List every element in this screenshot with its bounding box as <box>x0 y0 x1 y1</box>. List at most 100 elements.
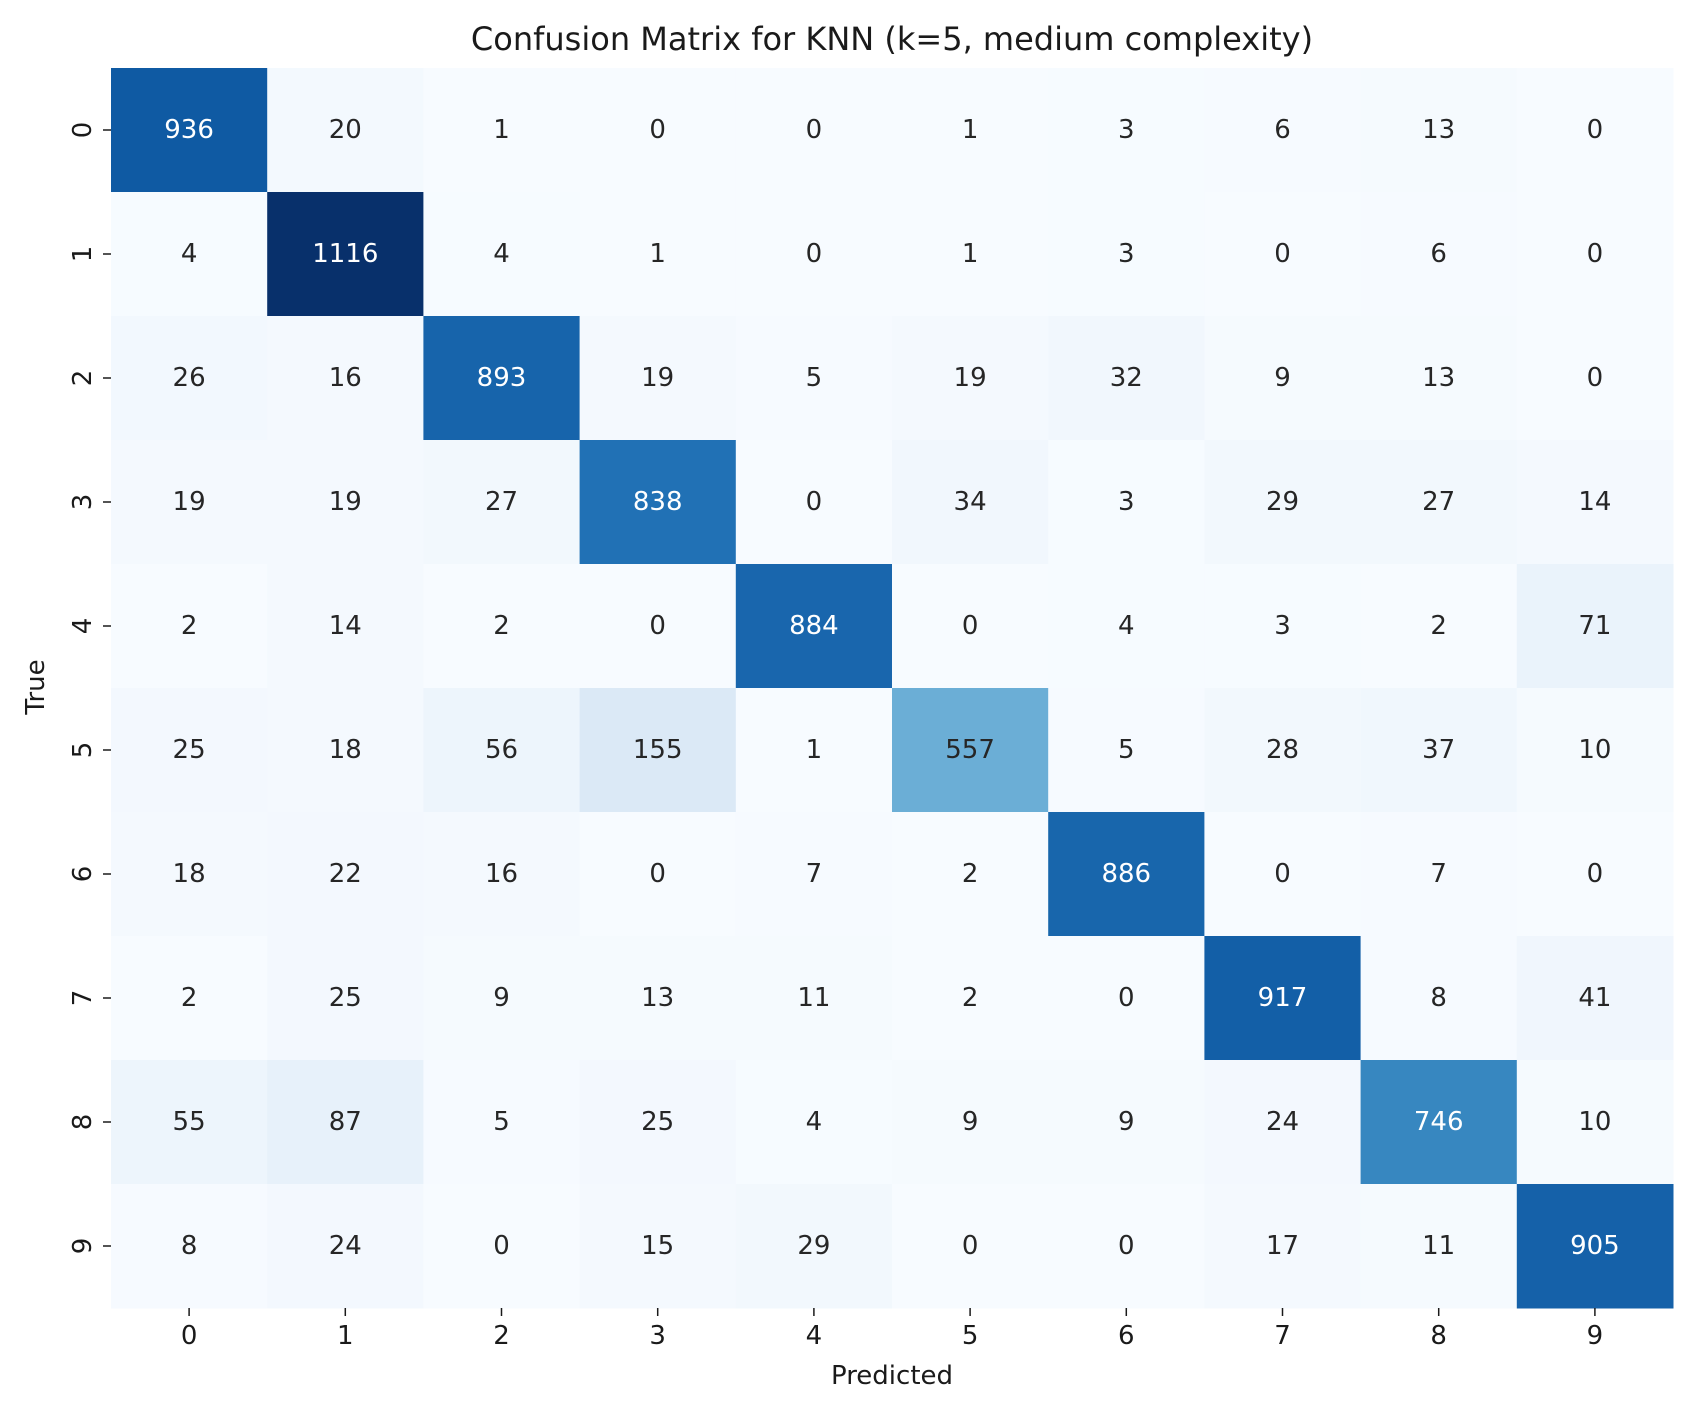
heatmap-cell-r4-c0 <box>111 564 268 689</box>
x-tick-label: 3 <box>649 1321 666 1351</box>
cell-value-label-r3-c3: 838 <box>633 487 683 517</box>
cell-value-label-r1-c3: 1 <box>649 239 666 269</box>
cell-value-label-r4-c1: 14 <box>329 611 362 641</box>
heatmap-cell-r9-c3 <box>579 1184 737 1309</box>
cell-value-label-r3-c6: 3 <box>1118 487 1135 517</box>
heatmap-cell-r1-c7 <box>1204 192 1362 317</box>
cell-value-label-r9-c6: 0 <box>1118 1231 1135 1261</box>
heatmap-cell-r6-c7 <box>1204 812 1362 937</box>
cell-value-label-r6-c4: 7 <box>806 859 823 889</box>
cell-value-label-r4-c8: 2 <box>1430 611 1447 641</box>
cell-value-label-r6-c7: 0 <box>1274 859 1291 889</box>
y-axis-label: True <box>21 659 51 715</box>
cell-value-label-r4-c4: 884 <box>789 611 839 641</box>
cell-value-label-r0-c5: 1 <box>962 115 979 145</box>
cell-value-label-r1-c9: 0 <box>1587 239 1604 269</box>
cell-value-label-r1-c0: 4 <box>181 239 198 269</box>
heatmap-cell-r9-c5 <box>892 1184 1049 1309</box>
heatmap-cell-r7-c7 <box>1204 936 1362 1061</box>
heatmap-cell-r9-c7 <box>1204 1184 1362 1309</box>
heatmap-cell-r8-c0 <box>111 1060 268 1185</box>
heatmap-cell-r5-c4 <box>735 688 893 813</box>
heatmap-cell-r5-c6 <box>1048 688 1205 813</box>
cell-value-label-r8-c8: 746 <box>1414 1107 1464 1137</box>
heatmap-cell-r6-c2 <box>423 812 581 937</box>
cell-value-label-r7-c2: 9 <box>493 983 510 1013</box>
heatmap-cell-r6-c6 <box>1048 812 1205 937</box>
cell-value-label-r2-c6: 32 <box>1110 363 1143 393</box>
cell-value-label-r0-c0: 936 <box>164 115 214 145</box>
cell-value-label-r0-c7: 6 <box>1274 115 1291 145</box>
cell-value-label-r1-c4: 0 <box>806 239 823 269</box>
cell-value-label-r5-c4: 1 <box>806 735 823 765</box>
cell-value-label-r9-c5: 0 <box>962 1231 979 1261</box>
heatmap-cell-r8-c7 <box>1204 1060 1362 1185</box>
cell-value-label-r6-c2: 16 <box>485 859 518 889</box>
cell-value-label-r4-c6: 4 <box>1118 611 1135 641</box>
heatmap-cell-labels: 936 20 1 0 0 1 3 6 13 04 1116 4 1 0 1 3 0 6 026 16 893 19 5 19 3… <box>164 115 1619 1261</box>
y-tick-label: 0 <box>68 122 98 139</box>
heatmap-cell-r3-c5 <box>892 440 1049 565</box>
heatmap-cell-r1-c2 <box>423 192 581 317</box>
cell-value-label-r7-c9: 41 <box>1578 983 1611 1013</box>
heatmap-cell-r3-c6 <box>1048 440 1205 565</box>
cell-value-label-r5-c7: 28 <box>1266 735 1299 765</box>
heatmap-cell-r3-c3 <box>579 440 737 565</box>
heatmap-cell-r1-c5 <box>892 192 1049 317</box>
cell-value-label-r3-c0: 19 <box>173 487 206 517</box>
heatmap-cell-r8-c1 <box>267 1060 424 1185</box>
cell-value-label-r0-c1: 20 <box>329 115 362 145</box>
cell-value-label-r3-c7: 29 <box>1266 487 1299 517</box>
y-tick-label: 1 <box>68 246 98 263</box>
cell-value-label-r1-c2: 4 <box>493 239 510 269</box>
heatmap-cell-r1-c4 <box>735 192 893 317</box>
heatmap-cell-r8-c4 <box>735 1060 893 1185</box>
cell-value-label-r5-c1: 18 <box>329 735 362 765</box>
cell-value-label-r6-c0: 18 <box>173 859 206 889</box>
heatmap-cell-r0-c1 <box>267 68 424 193</box>
heatmap-cell-r0-c2 <box>423 68 581 193</box>
heatmap-cell-r2-c5 <box>892 316 1049 441</box>
cell-value-label-r2-c7: 9 <box>1274 363 1291 393</box>
heatmap-cell-r1-c9 <box>1516 192 1674 317</box>
y-tick-label: 6 <box>68 866 98 883</box>
cell-value-label-r3-c1: 19 <box>329 487 362 517</box>
cell-value-label-r7-c5: 2 <box>962 983 979 1013</box>
chart-title: Confusion Matrix for KNN (k=5, medium co… <box>471 20 1313 58</box>
cell-value-label-r2-c8: 13 <box>1422 363 1455 393</box>
heatmap-cell-r6-c3 <box>579 812 737 937</box>
heatmap-cell-r7-c3 <box>579 936 737 1061</box>
cell-value-label-r9-c0: 8 <box>181 1231 198 1261</box>
cell-value-label-r1-c8: 6 <box>1430 239 1447 269</box>
cell-value-label-r8-c0: 55 <box>173 1107 206 1137</box>
heatmap-cell-r0-c8 <box>1360 68 1518 193</box>
cell-value-label-r3-c4: 0 <box>806 487 823 517</box>
x-axis-label: Predicted <box>831 1361 953 1391</box>
heatmap-cell-r8-c8 <box>1360 1060 1518 1185</box>
heatmap-cell-r8-c9 <box>1516 1060 1674 1185</box>
heatmap-cell-r2-c9 <box>1516 316 1674 441</box>
heatmap-cell-r1-c1 <box>267 192 424 317</box>
heatmap-cell-r8-c3 <box>579 1060 737 1185</box>
cell-value-label-r5-c0: 25 <box>173 735 206 765</box>
cell-value-label-r3-c5: 34 <box>954 487 987 517</box>
cell-value-label-r8-c1: 87 <box>329 1107 362 1137</box>
heatmap-cell-r2-c7 <box>1204 316 1362 441</box>
heatmap-cell-r2-c1 <box>267 316 424 441</box>
heatmap-cell-r3-c2 <box>423 440 581 565</box>
heatmap-cell-r5-c1 <box>267 688 424 813</box>
cell-value-label-r6-c9: 0 <box>1587 859 1604 889</box>
cell-value-label-r5-c8: 37 <box>1422 735 1455 765</box>
cell-value-label-r2-c2: 893 <box>477 363 527 393</box>
heatmap-cell-r0-c0 <box>111 68 268 193</box>
cell-value-label-r0-c2: 1 <box>493 115 510 145</box>
heatmap-cell-r5-c8 <box>1360 688 1518 813</box>
heatmap-cell-r9-c6 <box>1048 1184 1205 1309</box>
heatmap-cell-r0-c3 <box>579 68 737 193</box>
heatmap-cell-r4-c6 <box>1048 564 1205 689</box>
heatmap-cell-r8-c6 <box>1048 1060 1205 1185</box>
y-tick-label: 4 <box>68 618 98 635</box>
heatmap-cell-r5-c9 <box>1516 688 1674 813</box>
x-tick-label: 1 <box>337 1321 354 1351</box>
cell-value-label-r3-c8: 27 <box>1422 487 1455 517</box>
